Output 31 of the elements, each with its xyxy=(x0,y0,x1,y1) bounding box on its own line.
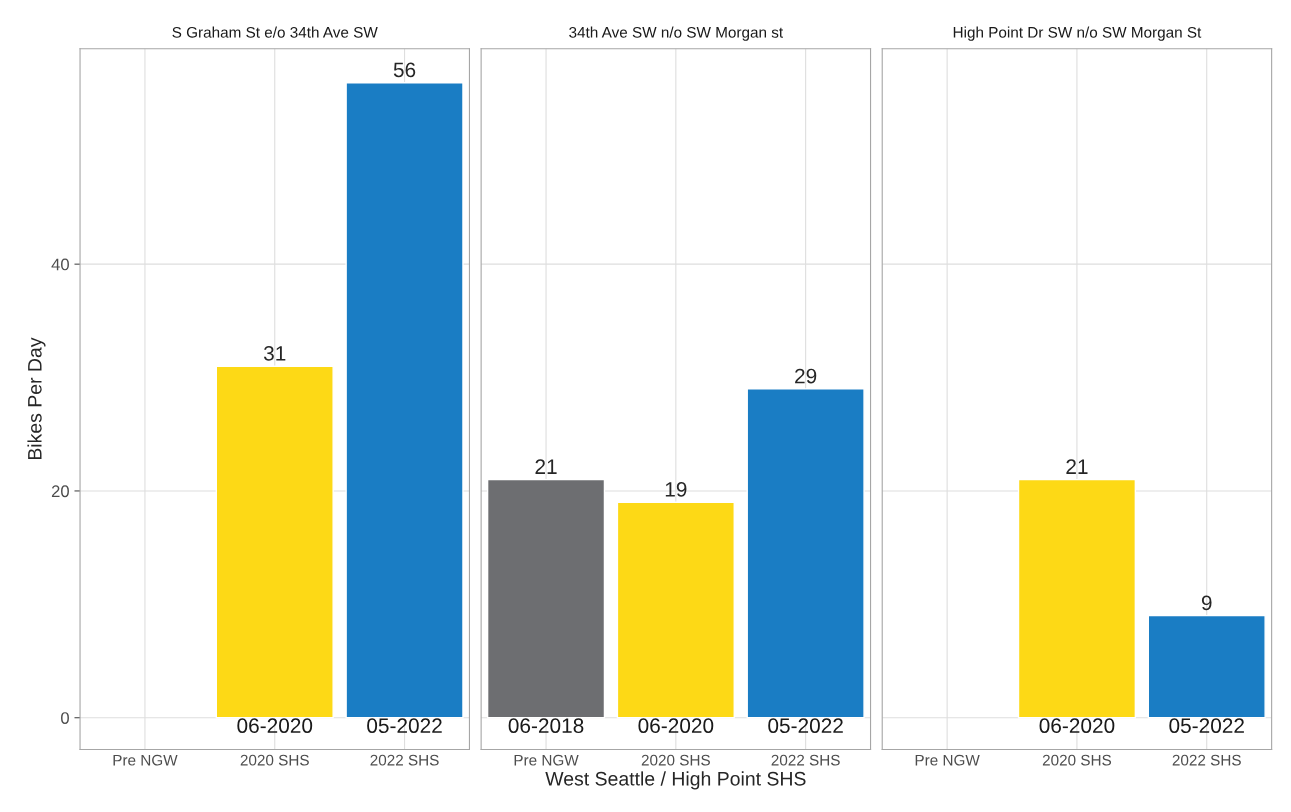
data-label: 56 xyxy=(393,62,416,78)
x-tick-label: 2020 SHS xyxy=(641,754,710,766)
data-label: 21 xyxy=(1066,459,1088,474)
chart-title: High Point Dr SW n/o SW Morgan St xyxy=(953,26,1202,41)
annotation: 06-2020 xyxy=(237,718,313,734)
annotation: 06-2018 xyxy=(508,718,584,734)
y-tick-label: 20 xyxy=(51,485,69,498)
annotation: 05-2022 xyxy=(367,718,442,734)
x-tick-label: 2020 SHS xyxy=(1042,754,1112,766)
data-label: 29 xyxy=(795,368,817,384)
data-label: 9 xyxy=(1201,595,1212,611)
x-tick-label: 2022 SHS xyxy=(1172,754,1241,766)
annotation: 05-2022 xyxy=(768,718,843,734)
x-tick-label: Pre NGW xyxy=(113,754,178,766)
x-tick-label: Pre NGW xyxy=(915,754,980,766)
y-tick-label: 40 xyxy=(51,258,69,271)
x-tick-label: 2020 SHS xyxy=(240,754,309,766)
x-axis-title: West Seattle / High Point SHS xyxy=(545,771,806,790)
chart-title: 34th Ave SW n/o SW Morgan st xyxy=(569,26,784,41)
x-tick-label: 2022 SHS xyxy=(771,754,840,766)
x-tick-label: Pre NGW xyxy=(514,754,579,766)
y-tick-label: 0 xyxy=(61,712,69,724)
data-label: 19 xyxy=(665,482,687,497)
annotation: 05-2022 xyxy=(1169,718,1244,734)
data-label: 31 xyxy=(263,345,286,361)
data-label: 21 xyxy=(535,459,557,474)
y-axis-title: Bikes Per Day xyxy=(27,337,46,460)
x-tick-label: 2022 SHS xyxy=(370,754,439,766)
chart-title: S Graham St e/o 34th Ave SW xyxy=(172,26,378,38)
annotation: 06-2020 xyxy=(638,718,714,734)
annotation: 06-2020 xyxy=(1039,718,1115,734)
